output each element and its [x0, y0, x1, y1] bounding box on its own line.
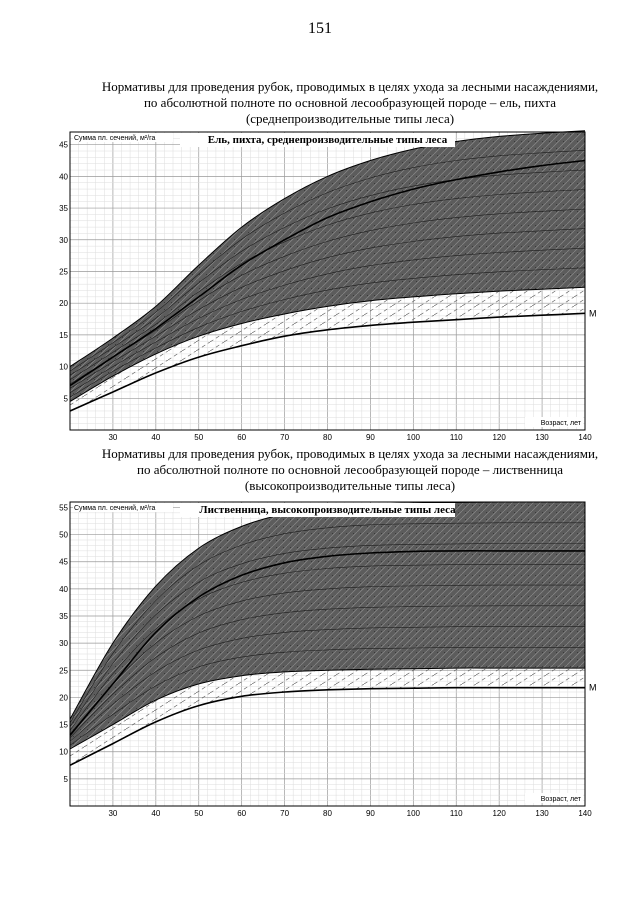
isoline	[69, 267, 586, 398]
x-tick-label: 100	[407, 433, 421, 442]
series-line-1	[69, 312, 586, 412]
heading-line: по абсолютной полноте по основной лесооб…	[143, 95, 557, 110]
x-tick-label: 40	[151, 433, 160, 442]
y-tick-label: 30	[59, 236, 68, 245]
dark-band	[70, 501, 585, 749]
x-tick-label: 140	[578, 433, 592, 442]
y-tick-label: 10	[59, 748, 68, 757]
plot-border	[69, 131, 586, 431]
heading-line: по абсолютной полноте по основной лесооб…	[137, 462, 563, 477]
isoline	[69, 647, 585, 746]
plot-border	[69, 501, 586, 807]
x-tick-label: 120	[492, 809, 506, 818]
isolines	[69, 150, 586, 398]
heading-line: (высокопроизводительные типы леса)	[244, 478, 456, 493]
y-tick-label: 5	[64, 394, 69, 403]
series-line-3	[69, 159, 586, 387]
y-tick-label: 15	[59, 331, 68, 340]
x-tick-label: 90	[366, 433, 375, 442]
hatched-band	[70, 287, 585, 411]
y-axis-label: Сумма пл. сечений, м²/га	[74, 504, 155, 512]
y-tick-label: 50	[59, 531, 68, 540]
y-tick-label: 40	[59, 585, 68, 594]
x-tick-label: 100	[407, 809, 421, 818]
series-line-4	[69, 130, 586, 368]
isoline	[69, 543, 585, 727]
y-tick-label: 25	[59, 666, 68, 675]
x-tick-label: 40	[151, 809, 160, 818]
y-tick-label: 10	[59, 363, 68, 372]
x-tick-label: 80	[323, 809, 332, 818]
x-tick-label: 120	[492, 433, 506, 442]
page-number: 151	[308, 20, 332, 37]
y-tick-label: 45	[59, 558, 68, 567]
x-tick-label: 130	[535, 433, 549, 442]
curve-label-m: М	[589, 683, 597, 693]
x-tick-label: 30	[108, 433, 117, 442]
xlabel-backdrop	[525, 417, 583, 427]
x-axis-label: Возраст, лет	[541, 796, 582, 803]
heading-line: (среднепроизводительные типы леса)	[245, 111, 455, 126]
x-tick-label: 110	[450, 433, 463, 442]
isoline	[69, 228, 586, 389]
y-tick-label: 30	[59, 639, 68, 648]
title-backdrop	[180, 503, 455, 517]
isoline	[69, 605, 585, 739]
x-tick-label: 130	[535, 809, 549, 818]
isoline	[69, 522, 585, 724]
x-tick-label: 50	[194, 433, 203, 442]
ylabel-backdrop	[73, 503, 173, 512]
x-tick-label: 70	[280, 433, 289, 442]
xlabel-backdrop	[525, 793, 583, 803]
chart-title: Лиственница, высокопроизводительные типы…	[199, 504, 456, 516]
x-tick-label: 140	[578, 809, 592, 818]
isoline	[69, 169, 586, 376]
y-tick-label: 20	[59, 299, 68, 308]
x-tick-label: 110	[450, 809, 463, 818]
y-tick-label: 25	[59, 267, 68, 276]
y-tick-label: 15	[59, 721, 68, 730]
chart-2-heading: Нормативы для проведения рубок, проводим…	[60, 446, 640, 494]
y-tick-label: 35	[59, 612, 68, 621]
isoline	[69, 150, 586, 372]
series-line-1	[69, 686, 585, 767]
y-tick-label: 40	[59, 172, 68, 181]
x-tick-label: 50	[194, 809, 203, 818]
hatched-band	[70, 668, 585, 766]
isoline	[69, 208, 586, 385]
isoline	[69, 247, 586, 394]
series-line-2	[69, 667, 585, 750]
title-backdrop	[180, 133, 455, 147]
y-tick-label: 35	[59, 204, 68, 213]
y-tick-label: 20	[59, 693, 68, 702]
series-line-2	[69, 286, 586, 402]
isoline	[69, 563, 585, 731]
x-axis-label: Возраст, лет	[541, 420, 582, 427]
chart-1-heading: Нормативы для проведения рубок, проводим…	[60, 79, 640, 127]
y-tick-label: 55	[59, 503, 68, 512]
y-axis-label: Сумма пл. сечений, м²/га	[74, 134, 155, 142]
x-tick-label: 80	[323, 433, 332, 442]
y-tick-label: 5	[64, 775, 69, 784]
curve-label-m: М	[589, 308, 597, 318]
x-tick-label: 90	[366, 809, 375, 818]
ylabel-backdrop	[73, 133, 173, 142]
x-tick-label: 60	[237, 433, 246, 442]
x-tick-label: 70	[280, 809, 289, 818]
x-tick-label: 60	[237, 809, 246, 818]
isolines	[69, 522, 585, 746]
series-line-3	[69, 550, 585, 736]
heading-line: Нормативы для проведения рубок, проводим…	[101, 446, 599, 461]
isoline	[69, 189, 586, 380]
heading-line: Нормативы для проведения рубок, проводим…	[101, 79, 599, 94]
x-tick-label: 30	[108, 809, 117, 818]
isoline	[69, 626, 585, 742]
chart-title: Ель, пихта, среднепроизводительные типы …	[208, 134, 448, 146]
isoline	[69, 584, 585, 735]
y-tick-label: 45	[59, 141, 68, 150]
